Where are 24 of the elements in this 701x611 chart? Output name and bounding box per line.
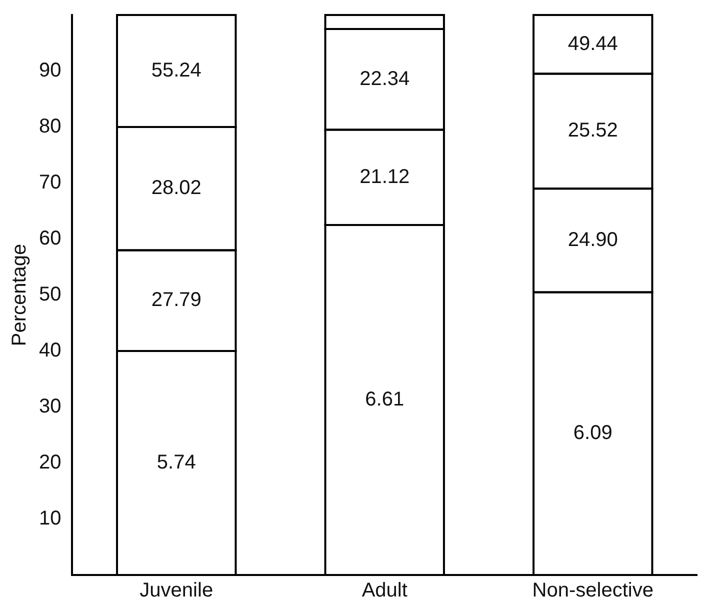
y-tick-label: 40 [38, 340, 62, 362]
x-tick-label: Adult [362, 580, 408, 602]
y-tick-label: 20 [38, 452, 62, 474]
y-tick-label: 30 [38, 396, 62, 418]
annotation: 27.79 [151, 289, 202, 312]
x-tick-label: Non-selective [532, 580, 654, 602]
annotation: 21.12 [360, 166, 410, 188]
y-tick-label: 60 [38, 228, 62, 250]
annotation: 49.44 [568, 32, 618, 55]
y-tick-label: 90 [38, 60, 62, 82]
annotation: 24.90 [568, 228, 618, 251]
y-tick-label: 80 [38, 116, 62, 138]
annotation: 55.24 [151, 60, 202, 82]
annotation: 22.34 [360, 68, 410, 90]
x-tick-label: Juvenile [140, 580, 214, 602]
y-tick-label: 10 [38, 508, 62, 530]
annotation: 25.52 [568, 120, 618, 142]
annotation: 28.02 [151, 177, 202, 200]
annotation: 5.74 [156, 452, 196, 474]
y-tick-label: 50 [38, 284, 62, 306]
y-axis-title: Percentage [8, 244, 31, 346]
annotation: 6.61 [365, 388, 404, 411]
annotation: 6.09 [573, 422, 612, 444]
y-tick-label: 70 [38, 172, 62, 194]
